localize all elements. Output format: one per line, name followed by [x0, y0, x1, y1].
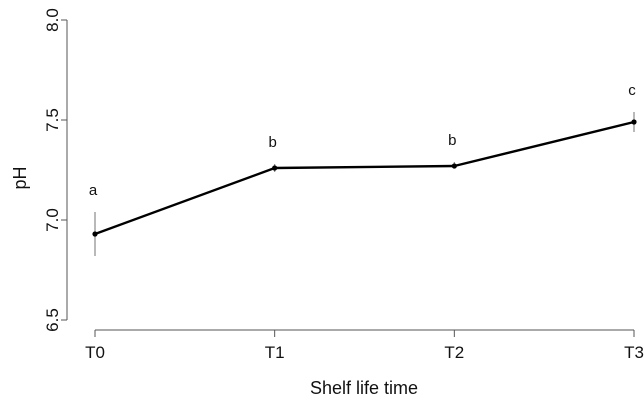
x-tick-label: T2	[444, 343, 464, 362]
significance-label: c	[628, 82, 636, 99]
data-point	[272, 165, 278, 171]
error-bars	[94, 112, 635, 256]
significance-label: b	[448, 132, 456, 149]
y-tick-label: 7.5	[43, 108, 62, 132]
data-point	[631, 119, 637, 125]
y-axis: 6.5 7.0 7.5 8.0	[43, 8, 68, 332]
series-group	[92, 119, 637, 237]
x-axis-title: Shelf life time	[310, 378, 418, 398]
series-line	[94, 120, 635, 236]
x-axis: T0 T1 T2 T3	[85, 329, 644, 362]
x-tick-label: T0	[85, 343, 105, 362]
y-axis-title: pH	[10, 166, 30, 189]
significance-labels: a b b c	[89, 82, 636, 199]
data-point	[451, 163, 457, 169]
significance-label: b	[268, 134, 276, 151]
x-tick-label: T3	[624, 343, 644, 362]
y-tick-label: 8.0	[43, 8, 62, 32]
data-point	[92, 231, 98, 237]
x-tick-label: T1	[265, 343, 285, 362]
significance-label: a	[89, 182, 98, 199]
y-tick-label: 6.5	[43, 308, 62, 332]
y-tick-label: 7.0	[43, 208, 62, 232]
